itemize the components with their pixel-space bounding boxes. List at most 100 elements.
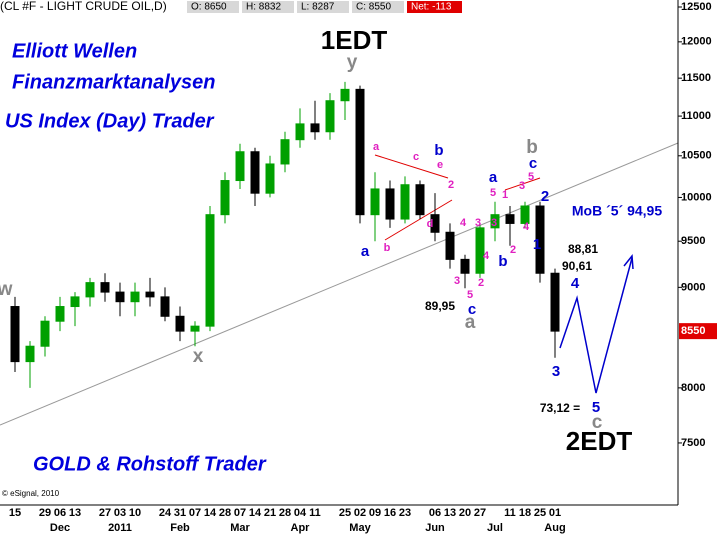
annotation: e: [437, 159, 443, 171]
annotation: Finanzmarktanalysen: [12, 71, 215, 93]
annotation: 3: [552, 363, 560, 380]
annotation: 4: [460, 217, 467, 229]
y-tick-label: 9500: [681, 235, 705, 247]
candle-body: [85, 282, 95, 298]
annotation: c: [413, 151, 419, 163]
candles: [10, 81, 560, 388]
annotation: d: [427, 218, 434, 230]
candle-body: [415, 184, 425, 216]
candle-body: [445, 231, 455, 260]
candle-body: [400, 184, 410, 220]
candle-body: [535, 205, 545, 274]
annotation: 2EDT: [566, 426, 633, 456]
annotation: 4: [571, 275, 580, 292]
annotation: 2: [510, 244, 516, 256]
x-tick-label: 03: [114, 507, 126, 519]
candle-body: [550, 272, 560, 332]
last-price-label: 8550: [681, 325, 705, 337]
box: [352, 1, 404, 13]
box: [187, 1, 239, 13]
x-tick-label: 29: [39, 507, 51, 519]
annotation: 5: [490, 187, 496, 199]
candle-body: [100, 282, 110, 293]
annotation: US Index (Day) Trader: [5, 110, 215, 132]
x-tick-label: 04: [294, 507, 307, 519]
x-tick-label: 16: [384, 507, 396, 519]
open-label: O: 8650: [191, 2, 227, 13]
candle-body: [385, 188, 395, 220]
x-tick-label: 07: [189, 507, 201, 519]
annotation: w: [0, 279, 13, 300]
y-tick-label: 11500: [681, 72, 711, 84]
annotation: a: [465, 312, 476, 333]
high-label: H: 8832: [246, 2, 281, 13]
x-tick-label: 28: [279, 507, 291, 519]
x-month-label: Dec: [50, 522, 70, 534]
annotation: 2: [448, 179, 454, 191]
annotation: y: [347, 52, 358, 73]
annotation: 3: [454, 275, 460, 287]
y-tick-label: 7500: [681, 437, 705, 449]
low-label: L: 8287: [301, 2, 335, 13]
annotation: 4: [523, 221, 530, 233]
x-tick-label: 27: [99, 507, 111, 519]
candle-body: [115, 291, 125, 303]
header: (CL #F - LIGHT CRUDE OIL,D) O: 8650 H: 8…: [0, 0, 462, 13]
x-tick-label: 24: [159, 507, 172, 519]
x-tick-label: 09: [369, 507, 381, 519]
annotation: 2: [541, 188, 549, 205]
candle-body: [340, 88, 350, 102]
candle-body: [160, 296, 170, 317]
close-label: C: 8550: [356, 2, 391, 13]
y-tick-label: 10000: [681, 191, 712, 203]
annotation: b: [498, 253, 507, 270]
candle-body: [520, 205, 530, 224]
x-tick-label: 15: [9, 507, 21, 519]
annotation: 73,12 =: [540, 401, 580, 415]
y-tick-label: 11000: [681, 110, 711, 122]
annotation: 3: [491, 217, 497, 229]
y-tick-label: 12000: [681, 36, 712, 48]
annotation: Elliott Wellen: [12, 40, 137, 62]
annotation: b: [526, 137, 538, 158]
annotation: 1: [533, 236, 541, 253]
box: [297, 1, 349, 13]
x-tick-label: 11: [504, 507, 516, 519]
annotation: b: [434, 142, 443, 159]
annotation: c: [592, 412, 603, 433]
x-tick-label: 06: [54, 507, 66, 519]
x-month-label: Apr: [291, 522, 311, 534]
y-tick-label: 12500: [681, 1, 712, 13]
x-tick-label: 18: [519, 507, 531, 519]
x-tick-label: 14: [249, 507, 262, 519]
x-month-label: Aug: [544, 522, 565, 534]
x-tick-label: 01: [549, 507, 561, 519]
x-tick-label: 20: [459, 507, 471, 519]
x-tick-label: 02: [354, 507, 366, 519]
candle-body: [235, 151, 245, 182]
triangle-line: [374, 154, 449, 179]
annotation: 5: [528, 171, 534, 183]
annotation: 2: [478, 277, 484, 289]
x-month-label: May: [349, 522, 371, 534]
trend-line: [0, 142, 679, 426]
annotation: c: [529, 155, 537, 172]
candle-body: [295, 123, 305, 141]
candle-body: [505, 214, 515, 224]
annotation: a: [361, 243, 370, 260]
annotation: 1EDT: [321, 25, 388, 55]
annotation: 90,61: [562, 259, 592, 273]
annotation: 5: [592, 399, 600, 416]
annotation: x: [193, 346, 204, 367]
net-label: Net: -113: [411, 2, 452, 13]
candle-body: [175, 315, 185, 332]
y-tick-label: 9000: [681, 281, 705, 293]
triangle-line: [384, 199, 453, 241]
candle-body: [190, 325, 200, 332]
x-tick-label: 25: [534, 507, 546, 519]
x-tick-label: 07: [234, 507, 246, 519]
y-tick-label: 8000: [681, 382, 705, 394]
candle-body: [70, 296, 80, 308]
candle-body: [220, 180, 230, 216]
x-tick-label: 28: [219, 507, 231, 519]
